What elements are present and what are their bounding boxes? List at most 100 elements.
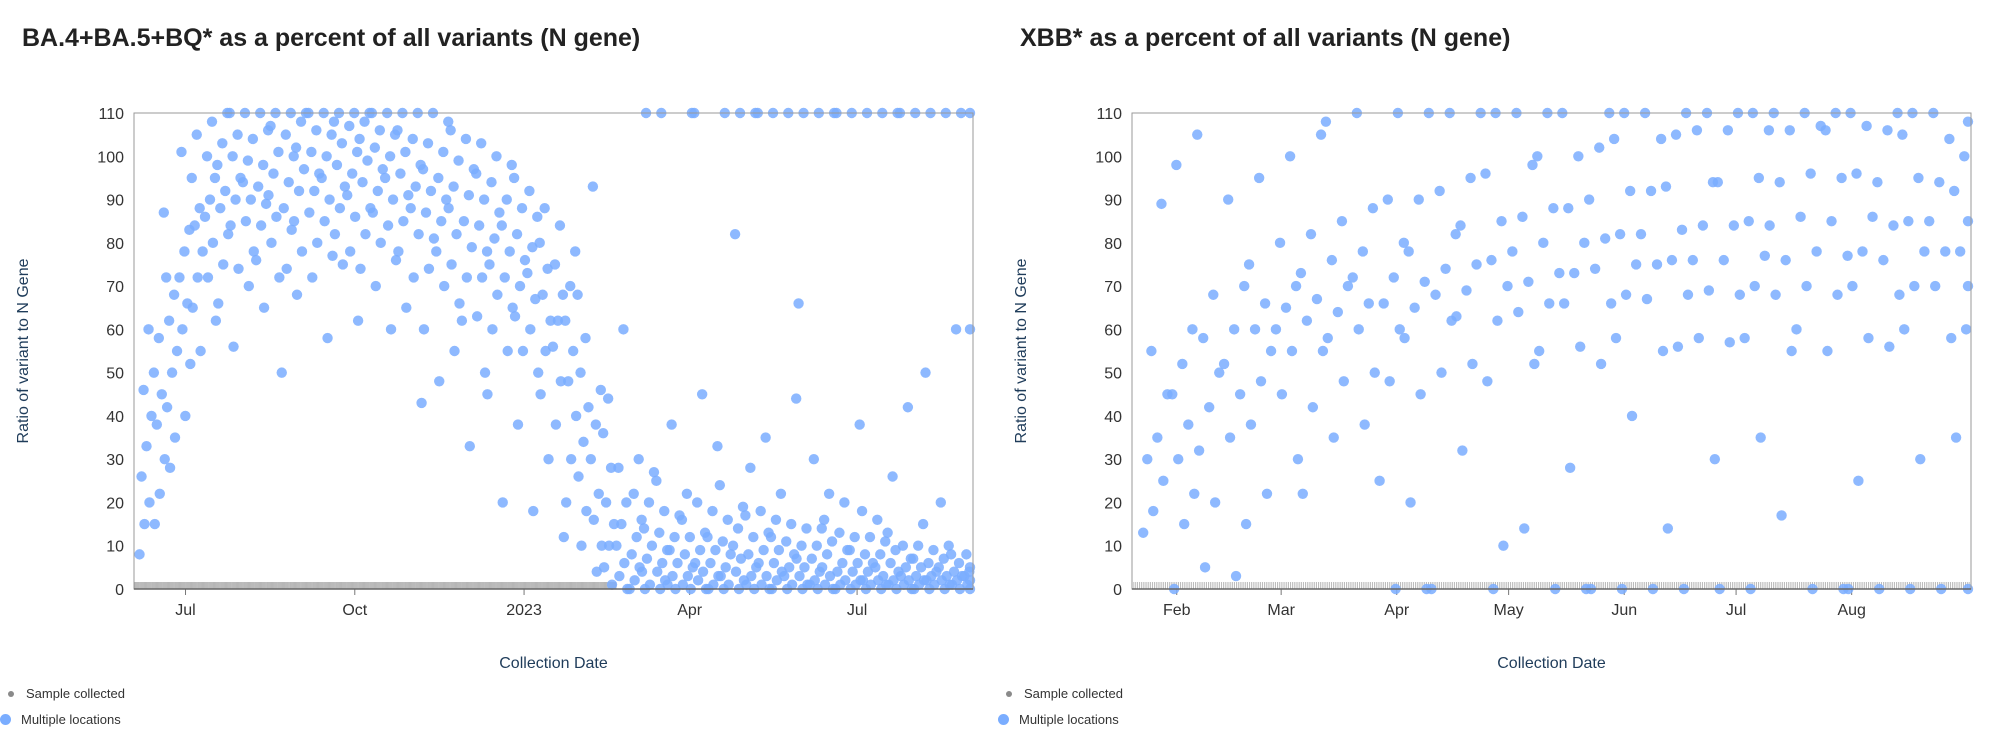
data-point [1759, 250, 1770, 261]
data-point [176, 146, 187, 158]
data-point [1594, 142, 1605, 153]
data-point [1930, 280, 1941, 292]
data-point [856, 505, 868, 517]
data-point [1297, 488, 1308, 499]
data-point [1189, 488, 1200, 499]
data-point [382, 220, 394, 231]
data-point [443, 116, 454, 127]
data-point [1913, 172, 1924, 184]
data-point [1718, 254, 1729, 266]
data-point [600, 497, 612, 508]
data-point [1722, 125, 1734, 136]
data-point [1554, 267, 1565, 279]
data-point [572, 289, 583, 300]
data-point [849, 531, 860, 543]
data-point [547, 341, 559, 352]
data-point [1367, 203, 1379, 214]
data-point [1243, 259, 1255, 270]
data-point [1482, 376, 1493, 387]
data-point [309, 185, 320, 197]
data-point [154, 488, 165, 499]
data-point [509, 311, 521, 322]
data-point [1610, 332, 1622, 344]
data-point [233, 263, 244, 274]
data-point [482, 389, 493, 400]
data-point [436, 215, 447, 227]
data-point [1328, 432, 1339, 443]
sample-collected-dot-icon [1006, 691, 1012, 697]
data-point [351, 146, 363, 158]
data-point [737, 501, 749, 512]
data-point [307, 272, 318, 283]
data-point [1274, 237, 1286, 249]
data-point [1440, 263, 1451, 274]
data-point [1894, 289, 1905, 300]
data-point [360, 228, 371, 240]
data-point [819, 579, 831, 590]
data-point [1579, 237, 1590, 249]
data-point [681, 488, 693, 499]
data-point [464, 441, 475, 452]
data-point [964, 324, 976, 335]
data-point [1703, 285, 1715, 296]
data-point [169, 432, 181, 443]
data-point [808, 453, 820, 465]
data-point [159, 453, 170, 465]
data-point [878, 570, 889, 582]
data-point [902, 402, 914, 413]
data-point [588, 514, 599, 525]
data-point [729, 228, 741, 240]
data-point [319, 215, 330, 227]
data-point [139, 518, 150, 530]
data-point [248, 246, 259, 257]
data-point [1359, 419, 1370, 430]
data-point [502, 345, 513, 357]
data-point [451, 228, 462, 240]
data-point [1326, 254, 1338, 266]
data-point [602, 393, 614, 404]
x-tick-label: Jun [1611, 602, 1637, 619]
data-point [666, 419, 677, 430]
data-point [657, 557, 668, 569]
data-point [593, 488, 604, 499]
data-point [722, 514, 733, 525]
data-point [180, 410, 191, 422]
data-point [1962, 280, 1974, 292]
data-point [195, 345, 206, 357]
data-point [1867, 211, 1878, 223]
data-point [512, 419, 524, 430]
data-point [516, 203, 528, 214]
data-point [580, 332, 591, 344]
data-point [144, 497, 155, 508]
data-point [629, 575, 640, 586]
x-tick-label: Apr [677, 602, 703, 619]
data-point [1192, 129, 1203, 140]
data-point [1960, 324, 1972, 335]
data-point [1199, 562, 1211, 573]
data-point [786, 518, 797, 530]
data-point [753, 557, 764, 569]
data-point [1369, 367, 1380, 378]
data-point [322, 332, 333, 344]
y-tick-label: 100 [97, 149, 124, 166]
data-point [375, 237, 386, 249]
data-point [573, 471, 584, 482]
data-point [857, 575, 869, 586]
data-point [519, 254, 531, 266]
data-point [1403, 246, 1414, 257]
data-point [917, 518, 929, 530]
data-point [1599, 233, 1611, 244]
data-point [288, 151, 299, 162]
data-point [712, 441, 723, 452]
data-point [964, 562, 976, 573]
data-point [1853, 475, 1864, 487]
data-point [473, 220, 485, 231]
y-tick-label: 20 [106, 495, 124, 512]
data-point [514, 280, 526, 292]
data-point [1693, 332, 1704, 344]
data-point [439, 280, 450, 292]
data-point [614, 570, 625, 582]
data-point [839, 497, 850, 508]
data-point [844, 544, 855, 556]
data-point [1657, 345, 1669, 357]
